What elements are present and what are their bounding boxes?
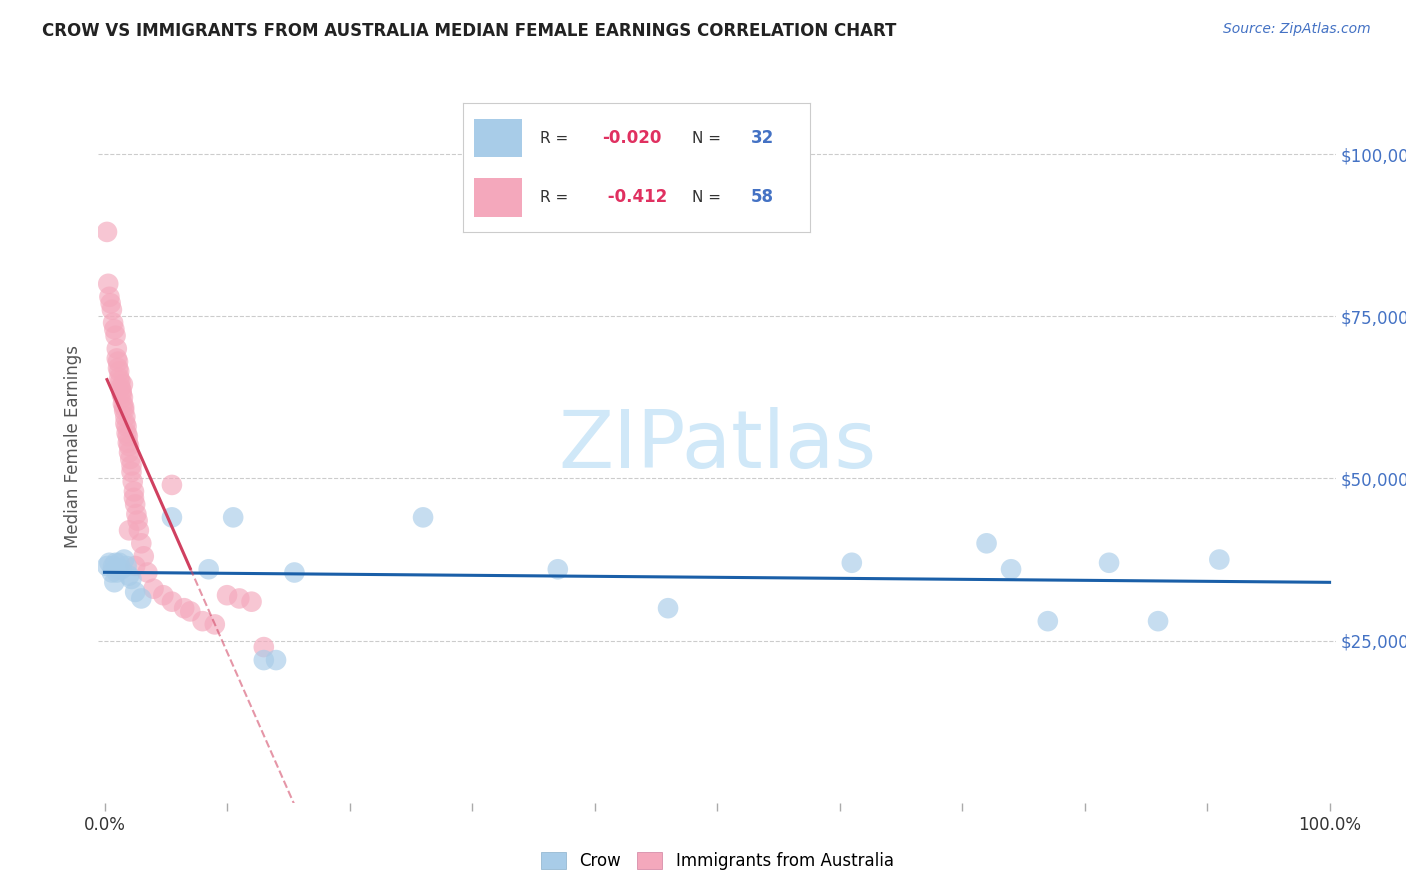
Point [111,562,134,576]
Point [105,566,128,580]
Point [160,478,183,492]
Point [101,559,124,574]
Text: ZIPatlas: ZIPatlas [558,407,876,485]
Point [179,604,201,618]
Point [122,491,145,505]
Point [136,566,159,580]
Point [121,475,143,489]
Point [115,419,138,434]
Point [96,559,118,574]
Point [103,575,125,590]
Point [547,562,569,576]
Point [253,640,276,654]
Point [118,445,141,459]
Point [657,601,679,615]
Point [197,562,219,576]
Point [98,556,121,570]
Point [129,591,152,606]
Point [841,556,863,570]
Point [118,524,141,538]
Point [142,582,165,596]
Point [1208,552,1230,566]
Point [98,290,121,304]
Point [115,559,138,574]
Point [108,364,131,378]
Point [1000,562,1022,576]
Point [127,514,149,528]
Point [222,510,245,524]
Point [110,381,132,395]
Point [1098,556,1121,570]
Point [108,371,131,385]
Point [114,409,136,424]
Point [111,384,134,398]
Point [112,400,135,414]
Point [101,566,124,580]
Point [112,552,135,566]
Point [96,225,118,239]
Point [111,387,134,401]
Point [191,614,214,628]
Point [160,510,183,524]
Point [117,435,139,450]
Point [1036,614,1059,628]
Point [114,417,136,431]
Point [128,524,150,538]
Point [101,302,124,317]
Point [253,653,276,667]
Point [173,601,195,615]
Point [125,507,148,521]
Point [152,588,174,602]
Point [105,342,128,356]
Point [107,562,129,576]
Point [107,361,129,376]
Point [129,536,152,550]
Point [100,296,122,310]
Point [215,588,238,602]
Point [121,572,143,586]
Point [118,568,141,582]
Text: Source: ZipAtlas.com: Source: ZipAtlas.com [1223,22,1371,37]
Point [124,559,146,574]
Point [105,351,128,366]
Point [160,595,183,609]
Point [121,465,143,479]
Point [117,429,139,443]
Point [976,536,998,550]
Point [108,556,131,570]
Point [1147,614,1170,628]
Point [111,390,134,404]
Point [111,397,134,411]
Point [115,425,138,440]
Point [104,556,127,570]
Point [118,439,141,453]
Point [124,497,146,511]
Point [121,458,143,473]
Point [228,591,250,606]
Point [97,277,120,291]
Point [101,316,124,330]
Point [412,510,434,524]
Point [112,403,135,417]
Point [124,585,146,599]
Point [107,354,129,368]
Point [204,617,226,632]
Text: CROW VS IMMIGRANTS FROM AUSTRALIA MEDIAN FEMALE EARNINGS CORRELATION CHART: CROW VS IMMIGRANTS FROM AUSTRALIA MEDIAN… [42,22,897,40]
Point [122,484,145,499]
Point [111,377,134,392]
Point [264,653,287,667]
Point [110,374,132,388]
Point [104,328,127,343]
Point [283,566,305,580]
Point [103,322,125,336]
Y-axis label: Median Female Earnings: Median Female Earnings [65,344,83,548]
Point [120,452,142,467]
Point [240,595,263,609]
Legend: Crow, Immigrants from Australia: Crow, Immigrants from Australia [534,845,900,877]
Point [132,549,155,564]
